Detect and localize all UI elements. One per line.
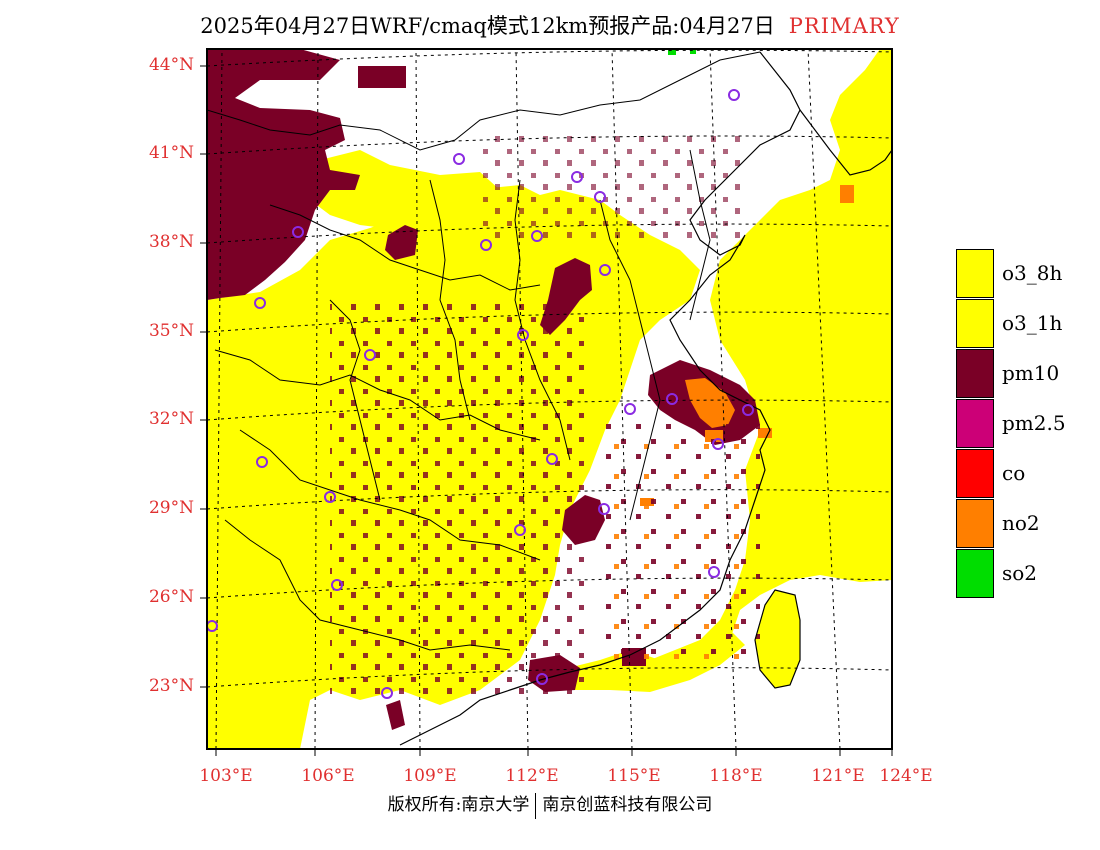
graticule [207, 49, 892, 749]
no2-patch [840, 185, 854, 203]
station-marker [594, 191, 606, 203]
coastline [399, 51, 801, 746]
primary-tag: PRIMARY [788, 14, 900, 38]
o3-field-north [310, 150, 500, 230]
o3-field-taiwan [755, 590, 800, 688]
lon-label: 109°E [403, 766, 457, 786]
legend-swatch [956, 449, 994, 498]
station-marker [599, 264, 611, 276]
lon-label: 115°E [607, 766, 661, 786]
lat-label: 41°N [148, 143, 194, 163]
legend-label: pm2.5 [1002, 411, 1066, 435]
lon-label: 103°E [199, 766, 253, 786]
lat-label: 38°N [148, 232, 194, 252]
station-marker [531, 230, 543, 242]
lat-label: 23°N [148, 676, 194, 696]
station-marker [728, 89, 740, 101]
station-marker [546, 453, 558, 465]
station-marker [517, 329, 529, 341]
station-marker [666, 393, 678, 405]
lon-label: 121°E [811, 766, 865, 786]
station-marker [514, 524, 526, 536]
lat-label: 32°N [148, 409, 194, 429]
lon-label: 106°E [301, 766, 355, 786]
pm10-shanxi [385, 225, 418, 260]
o3-field-east [630, 49, 892, 690]
station-marker [254, 297, 266, 309]
legend-label: so2 [1002, 561, 1038, 585]
no2-patch [758, 428, 772, 438]
admin-boundaries [207, 51, 761, 651]
map-frame [206, 48, 893, 750]
legend-swatch [956, 499, 994, 548]
legend-swatch [956, 299, 994, 348]
station-marker [364, 349, 376, 361]
legend-label: pm10 [1002, 361, 1060, 385]
axis-ticks [200, 65, 893, 756]
station-marker [331, 579, 343, 591]
legend-swatch [956, 549, 994, 598]
pm10-northwest [207, 49, 360, 300]
lat-label: 35°N [148, 321, 194, 341]
lon-label: 124°E [879, 766, 933, 786]
legend-swatch [956, 399, 994, 448]
station-marker [324, 491, 336, 503]
pollutant-fields [207, 49, 892, 749]
station-marker [207, 620, 218, 632]
station-marker [292, 226, 304, 238]
station-marker [708, 566, 720, 578]
taiwan-outline [754, 589, 801, 689]
legend-label: no2 [1002, 511, 1040, 535]
lat-label: 29°N [148, 498, 194, 518]
station-markers [207, 89, 754, 699]
station-marker [256, 456, 268, 468]
so2-patch [690, 49, 696, 54]
station-marker [453, 153, 465, 165]
footer-divider [535, 792, 537, 819]
legend-swatch [956, 349, 994, 398]
copyright-right: 南京创蓝科技有限公司 [542, 795, 713, 815]
station-marker [480, 239, 492, 251]
station-marker [571, 171, 583, 183]
legend-label: co [1002, 461, 1026, 485]
mixed-scatter [600, 420, 760, 660]
title-text: 2025年04月27日WRF/cmaq模式12km预报产品:04月27日 [200, 14, 775, 38]
lat-label: 26°N [148, 587, 194, 607]
lon-label: 118°E [709, 766, 763, 786]
station-marker [712, 438, 724, 450]
so2-patch [668, 49, 676, 55]
copyright-left: 版权所有:南京大学 [387, 795, 530, 815]
pm10-patch [358, 66, 406, 88]
lon-label: 112°E [505, 766, 559, 786]
legend-swatch [956, 249, 994, 298]
lat-label: 44°N [148, 55, 194, 75]
coastline-northeast [799, 109, 892, 176]
station-marker [624, 403, 636, 415]
legend-label: o3_1h [1002, 311, 1063, 335]
station-marker [536, 673, 548, 685]
map-title: 2025年04月27日WRF/cmaq模式12km预报产品:04月27日 PRIM… [0, 10, 1100, 40]
station-marker [742, 404, 754, 416]
pm10-guangxi [386, 700, 405, 730]
legend-label: o3_8h [1002, 261, 1063, 285]
station-marker [381, 687, 393, 699]
copyright-footer: 版权所有:南京大学 南京创蓝科技有限公司 [0, 790, 1100, 819]
station-marker [598, 503, 610, 515]
